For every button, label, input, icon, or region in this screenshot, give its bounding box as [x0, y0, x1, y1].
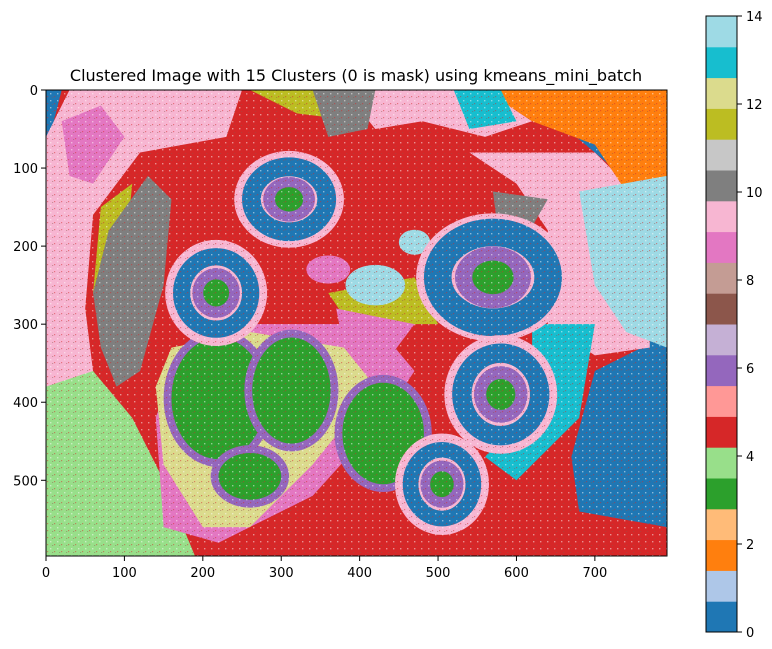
colorbar-segment: [706, 16, 737, 48]
colorbar-segment: [706, 447, 737, 479]
x-tick-label: 100: [112, 566, 137, 581]
colorbar-segment: [706, 508, 737, 541]
x-axis: 0 100 200 300 400 500 600 700: [42, 556, 607, 581]
colorbar-segment: [706, 416, 737, 448]
x-tick-label: 200: [190, 566, 215, 581]
x-tick-label: 300: [269, 566, 294, 581]
x-tick-label: 0: [42, 566, 50, 581]
y-tick-label: 200: [13, 240, 38, 255]
y-tick-label: 100: [13, 162, 38, 177]
colorbar-segment: [706, 539, 737, 571]
colorbar-tick-label: 0: [746, 626, 754, 641]
colorbar-segment: [706, 354, 737, 387]
x-tick-label: 400: [347, 566, 372, 581]
cluster-heatmap: [46, 90, 667, 556]
colorbar-tick-label: 8: [746, 274, 754, 289]
y-tick-label: 400: [13, 396, 38, 411]
colorbar-segment: [706, 601, 737, 633]
x-tick-label: 700: [582, 566, 607, 581]
x-tick-label: 600: [504, 566, 529, 581]
colorbar-tick-label: 2: [746, 538, 754, 553]
colorbar-segment: [706, 139, 737, 171]
colorbar-tick-label: 6: [746, 362, 754, 377]
colorbar-segment: [706, 293, 737, 325]
x-tick-label: 500: [426, 566, 451, 581]
colorbar-segment: [706, 262, 737, 294]
colorbar-tick-label: 10: [746, 186, 763, 201]
colorbar-tick-label: 12: [746, 98, 763, 113]
colorbar: 0 2 4 6 8 10 12 14: [705, 10, 763, 641]
colorbar-segment: [706, 77, 737, 109]
y-tick-label: 500: [13, 474, 38, 489]
y-axis: 0 100 200 300 400 500: [13, 84, 46, 489]
colorbar-tick-label: 14: [746, 10, 763, 25]
plot-frame: [45, 89, 668, 557]
y-tick-label: 0: [30, 84, 38, 99]
colorbar-frame: [705, 15, 738, 633]
y-tick-label: 300: [13, 318, 38, 333]
colorbar-segment: [706, 231, 737, 263]
colorbar-segment: [706, 385, 737, 417]
colorbar-segment: [706, 46, 737, 79]
colorbar-segment: [706, 324, 737, 356]
speckle-overlay: [46, 90, 667, 556]
colorbar-segment: [706, 170, 737, 202]
colorbar-tick-label: 4: [746, 450, 754, 465]
colorbar-segment: [706, 200, 737, 233]
colorbar-segment: [706, 108, 737, 140]
colorbar-segment: [706, 570, 737, 602]
chart-title: Clustered Image with 15 Clusters (0 is m…: [70, 66, 642, 86]
colorbar-segment: [706, 478, 737, 510]
